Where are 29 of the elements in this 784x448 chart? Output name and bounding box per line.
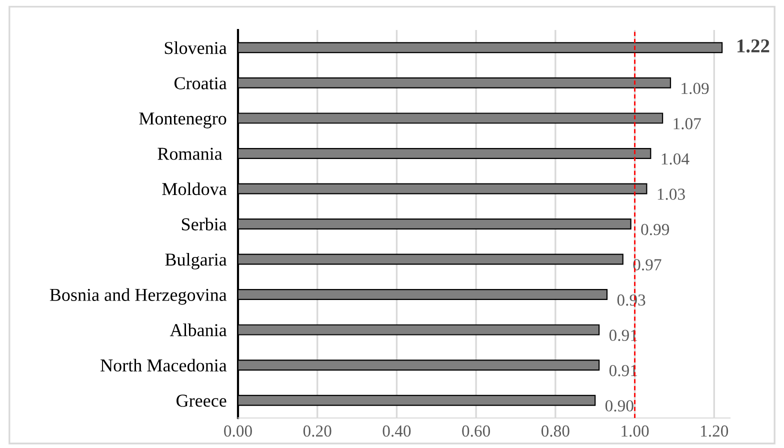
y-tick-label: Romania (158, 148, 222, 160)
data-label: 0.93 (617, 294, 646, 306)
y-tick-label: North Macedonia (100, 358, 227, 372)
x-tick-label: 0.60 (462, 425, 490, 437)
y-tick-label: Montenegro (139, 112, 226, 128)
x-tick-label: 0.40 (382, 425, 411, 437)
data-label: 0.99 (641, 224, 670, 236)
y-tick-label: Bosnia and Herzegovina (50, 288, 227, 305)
y-tick-label: Croatia (174, 77, 227, 90)
x-tick-label: 0.20 (303, 425, 332, 437)
data-label: 1.22 (738, 39, 770, 53)
y-tick-label: Albania (170, 324, 227, 336)
x-tick-label: 0.80 (541, 425, 570, 437)
data-label: 1.09 (682, 82, 709, 94)
data-label: 0.91 (609, 364, 637, 376)
x-tick-label: 0.00 (224, 425, 252, 437)
y-tick-label: Slovenia (164, 41, 227, 54)
data-label: 0.90 (605, 400, 634, 412)
data-label: 1.03 (658, 188, 685, 200)
y-tick-label: Moldova (162, 182, 227, 196)
data-label: 0.91 (609, 330, 637, 342)
y-tick-label: Bulgaria (165, 253, 227, 270)
data-label: 1.04 (662, 153, 690, 165)
data-label: 1.07 (674, 118, 701, 130)
x-tick-label: 1.00 (622, 425, 649, 437)
y-tick-label: Serbia (182, 218, 227, 230)
x-tick-label: 1.20 (701, 425, 728, 437)
y-tick-label: Greece (176, 394, 226, 407)
data-label: 0.97 (633, 259, 662, 270)
